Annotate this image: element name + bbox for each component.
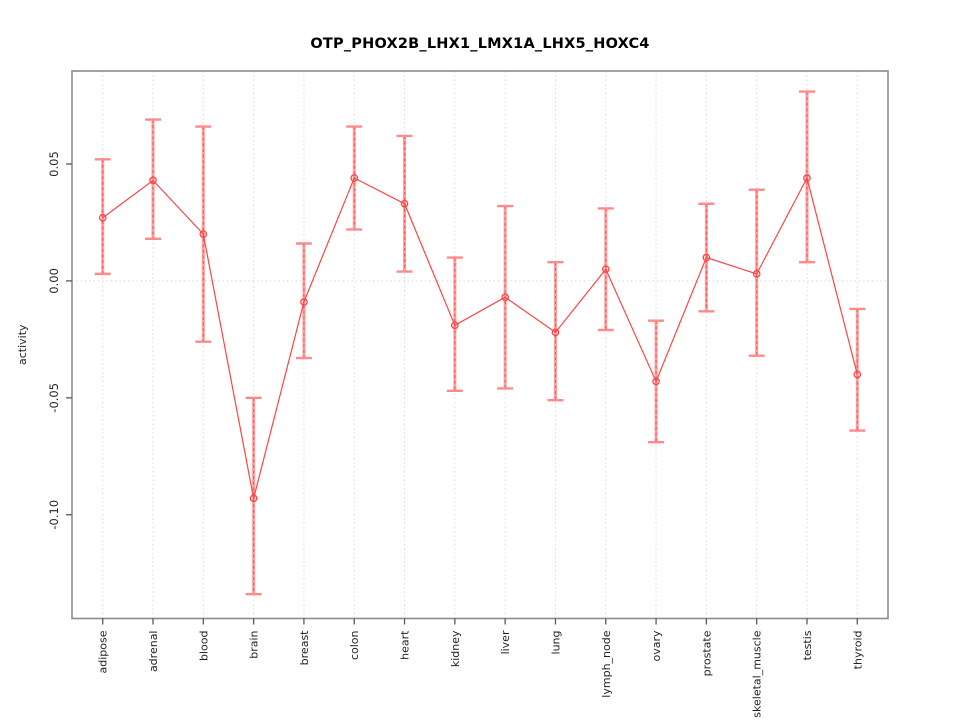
- x-tick-label-lung: lung: [549, 631, 562, 655]
- x-tick-label-heart: heart: [399, 630, 412, 660]
- data-point-ovary: [652, 377, 660, 386]
- data-point-lung: [551, 328, 560, 337]
- x-tick-label-skeletal_muscle: skeletal_muscle: [751, 630, 764, 717]
- x-tick-label-prostate: prostate: [700, 630, 713, 676]
- x-tick-label-breast: breast: [298, 630, 311, 666]
- y-tick-label: -0.10: [47, 500, 61, 530]
- x-tick-label-lymph_node: lymph_node: [600, 630, 613, 697]
- x-tick-label-testis: testis: [801, 630, 814, 660]
- data-point-blood: [199, 230, 208, 238]
- x-tick-label-adrenal: adrenal: [147, 631, 160, 673]
- x-tick-label-liver: liver: [499, 630, 512, 654]
- data-point-skeletal_muscle: [752, 270, 761, 278]
- y-tick-label: 0.05: [47, 151, 61, 177]
- series-line: [102, 176, 858, 499]
- data-point-lymph_node: [601, 265, 610, 274]
- data-point-adrenal: [149, 176, 157, 185]
- data-point-kidney: [450, 321, 459, 330]
- chart-title: OTP_PHOX2B_LHX1_LMX1A_LHX5_HOXC4: [310, 36, 650, 52]
- data-point-thyroid: [853, 370, 862, 379]
- plot-box: [71, 70, 889, 620]
- x-tick-label-adipose: adipose: [97, 630, 110, 673]
- y-tick-label: -0.05: [47, 383, 61, 413]
- x-tick-label-ovary: ovary: [650, 630, 663, 662]
- data-point-brain: [249, 494, 258, 503]
- data-point-liver: [501, 293, 510, 302]
- data-point-prostate: [702, 253, 711, 262]
- y-tick-label: 0.00: [47, 268, 61, 294]
- data-point-testis: [803, 174, 811, 182]
- x-tick-label-colon: colon: [348, 630, 361, 660]
- y-axis-title: activity: [16, 324, 29, 365]
- data-point-adipose: [98, 213, 107, 222]
- data-point-breast: [300, 298, 308, 306]
- x-tick-label-kidney: kidney: [449, 630, 462, 667]
- x-tick-label-thyroid: thyroid: [851, 631, 864, 670]
- x-tick-label-blood: blood: [197, 631, 210, 661]
- data-point-colon: [350, 174, 359, 182]
- x-tick-label-brain: brain: [248, 630, 261, 658]
- data-point-heart: [400, 199, 409, 208]
